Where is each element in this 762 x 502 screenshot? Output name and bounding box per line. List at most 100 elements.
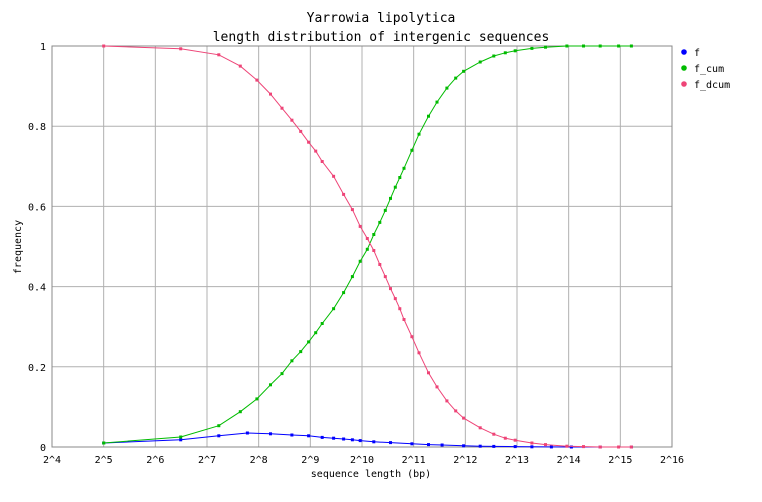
data-point <box>565 44 569 48</box>
data-point <box>290 359 294 363</box>
data-point <box>402 166 406 170</box>
data-point <box>217 434 221 438</box>
x-tick-label: 2^9 <box>301 455 319 466</box>
data-point <box>350 208 354 212</box>
x-tick-label: 2^4 <box>43 455 61 466</box>
data-point <box>410 442 414 446</box>
data-point <box>383 275 387 279</box>
data-point <box>410 335 414 339</box>
data-point <box>478 426 482 430</box>
plot-frame <box>51 45 673 448</box>
data-point <box>402 318 406 321</box>
data-point <box>478 444 482 448</box>
data-point <box>530 46 534 50</box>
x-tick-label: 2^8 <box>250 455 268 466</box>
data-point <box>290 433 294 437</box>
data-point <box>582 445 585 449</box>
data-point <box>365 247 369 251</box>
data-point <box>350 275 354 279</box>
data-point <box>389 287 392 291</box>
legend-marker <box>681 65 687 71</box>
x-tick-label: 2^6 <box>146 455 164 466</box>
x-tick-label: 2^11 <box>402 455 426 466</box>
data-point <box>320 435 324 439</box>
legend-label: f <box>694 48 700 59</box>
x-axis-label: sequence length (bp) <box>311 469 431 480</box>
data-point <box>598 445 602 449</box>
data-point <box>342 291 346 295</box>
data-point <box>462 69 466 73</box>
x-tick-label: 2^14 <box>557 455 581 466</box>
data-point <box>307 434 311 438</box>
chart-title: Yarrowia lipolytica <box>307 11 456 26</box>
data-point <box>342 437 346 441</box>
series-f-dcum <box>102 44 633 449</box>
data-point <box>269 383 272 387</box>
data-point <box>358 439 362 443</box>
data-point <box>454 409 458 413</box>
data-point <box>462 416 466 420</box>
x-tick-label: 2^7 <box>198 455 216 466</box>
data-point <box>372 233 376 236</box>
y-tick-label: 0.6 <box>28 202 46 213</box>
data-point <box>389 196 392 200</box>
data-point <box>102 44 106 48</box>
data-point <box>549 445 553 449</box>
data-point <box>398 307 402 311</box>
data-point <box>617 44 621 48</box>
data-point <box>255 78 259 82</box>
data-point <box>332 307 336 311</box>
x-tick-label: 2^5 <box>95 455 113 466</box>
legend-label: f_cum <box>694 64 724 75</box>
data-point <box>102 441 106 445</box>
x-tick-label: 2^12 <box>453 455 477 466</box>
series-f-cum <box>102 44 633 445</box>
data-point <box>565 444 569 448</box>
data-point <box>238 64 242 68</box>
data-point <box>280 106 284 110</box>
data-point <box>320 322 324 325</box>
data-point <box>629 445 633 449</box>
data-point <box>513 49 517 53</box>
legend: f f_cum f_dcum <box>681 48 730 91</box>
y-tick-label: 0 <box>40 443 46 454</box>
data-point <box>358 259 362 263</box>
data-point <box>492 432 496 436</box>
data-point <box>255 397 259 401</box>
data-point <box>280 372 284 376</box>
data-point <box>378 263 382 266</box>
data-point <box>307 340 311 344</box>
x-tick-label: 2^16 <box>660 455 684 466</box>
data-point <box>217 424 221 428</box>
y-tick-label: 0.4 <box>28 283 46 294</box>
data-point <box>299 129 303 133</box>
data-point <box>513 445 517 449</box>
data-point <box>179 435 183 439</box>
data-point <box>417 132 421 136</box>
data-point <box>435 100 439 104</box>
data-point <box>245 431 249 435</box>
data-point <box>307 140 311 144</box>
data-point <box>320 160 324 163</box>
data-point <box>378 220 382 224</box>
data-point <box>629 44 633 48</box>
data-point <box>358 224 362 228</box>
data-point <box>179 47 183 51</box>
data-point <box>417 351 421 355</box>
data-point <box>427 443 430 447</box>
data-point <box>389 441 392 445</box>
chart-subtitle: length distribution of intergenic sequen… <box>213 30 550 45</box>
series-line <box>103 45 632 444</box>
data-point <box>179 438 183 442</box>
data-point <box>530 441 534 445</box>
data-point <box>513 438 517 442</box>
data-point <box>478 60 482 64</box>
series-f <box>102 431 633 449</box>
data-point <box>445 399 449 403</box>
data-point <box>314 149 318 153</box>
data-point <box>269 92 272 96</box>
data-point <box>372 249 376 252</box>
grid <box>52 46 672 447</box>
data-point <box>314 331 318 335</box>
